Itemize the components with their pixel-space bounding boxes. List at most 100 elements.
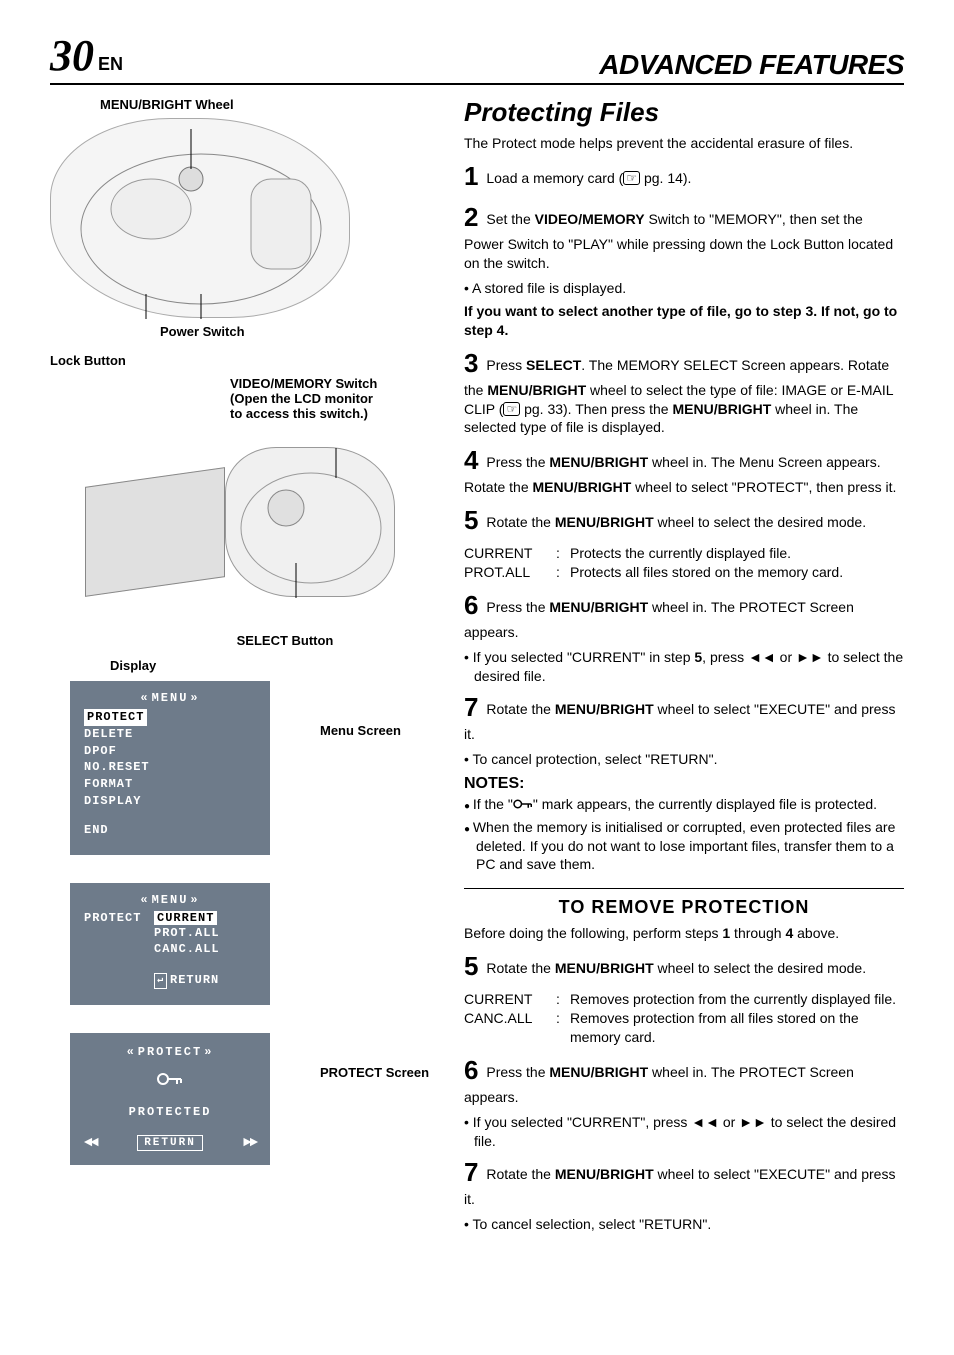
menu2-item-current: CURRENT <box>154 911 217 925</box>
menu-screen-2: MENU PROTECT CURRENT PROT.ALL CANC.ALL ↵… <box>70 883 270 1005</box>
s4b: MENU/BRIGHT <box>549 454 648 470</box>
step2-a: Set the <box>486 211 534 227</box>
s3ref: pg. 33). Then press the <box>520 401 672 417</box>
page-number: 30 <box>50 31 94 80</box>
r-def-cancall: CANC.ALL:Removes protection from all fil… <box>464 1009 904 1047</box>
step-7: 7 Rotate the MENU/BRIGHT wheel to select… <box>464 690 904 744</box>
rewind-icon: ◄◄ <box>84 1135 97 1151</box>
label-power-switch: Power Switch <box>160 324 440 339</box>
rie: above. <box>793 925 839 941</box>
menu2-return-row: ↵ RETURN <box>84 972 219 989</box>
step-4: 4 Press the MENU/BRIGHT wheel in. The Me… <box>464 443 904 497</box>
forward-icon: ►► <box>243 1135 256 1151</box>
rs7b: MENU/BRIGHT <box>555 1166 654 1182</box>
protect-status: PROTECTED <box>84 1105 256 1119</box>
camera-illustration-bottom <box>85 427 405 627</box>
menu1-item-dpof: DPOF <box>84 743 256 760</box>
step-6: 6 Press the MENU/BRIGHT wheel in. The PR… <box>464 588 904 642</box>
rs5c: wheel to select the desired mode. <box>654 960 866 976</box>
label-select-button: SELECT Button <box>130 633 440 648</box>
menu1-item-protect: PROTECT <box>84 709 147 726</box>
note-1: If the " " mark appears, the currently di… <box>464 795 904 814</box>
step-num-2: 2 <box>464 202 478 232</box>
step-num-3: 3 <box>464 348 478 378</box>
def1-term: CURRENT <box>464 544 556 563</box>
rdef2-text: Removes protection from all files stored… <box>570 1009 904 1047</box>
rib: 1 <box>722 925 730 941</box>
r-step-7: 7 Rotate the MENU/BRIGHT wheel to select… <box>464 1155 904 1209</box>
cond-bold: If you want to select another type of fi… <box>464 303 897 338</box>
r-step-5: 5 Rotate the MENU/BRIGHT wheel to select… <box>464 949 904 984</box>
def2-term: PROT.ALL <box>464 563 556 582</box>
page-header: 30EN ADVANCED FEATURES <box>50 30 904 85</box>
s5b: MENU/BRIGHT <box>555 514 654 530</box>
def-current: CURRENT:Protects the currently displayed… <box>464 544 904 563</box>
def2-text: Protects all files stored on the memory … <box>570 563 843 582</box>
menu1-item-display: DISPLAY <box>84 793 256 810</box>
menu1-item-delete: DELETE <box>84 726 256 743</box>
page-lang: EN <box>98 54 123 74</box>
label-video-memory-1: VIDEO/MEMORY Switch <box>230 376 440 391</box>
r-step-num-6: 6 <box>464 1055 478 1085</box>
label-video-memory-2: (Open the LCD monitor <box>230 391 440 406</box>
rs6a: Press the <box>486 1064 549 1080</box>
key-icon <box>84 1071 256 1093</box>
notes-heading: NOTES: <box>464 775 904 793</box>
camera-svg-top <box>51 119 351 319</box>
r-step-num-7: 7 <box>464 1157 478 1187</box>
menu1-item-noreset: NO.RESET <box>84 759 256 776</box>
heading-protecting-files: Protecting Files <box>464 97 904 128</box>
rdef1-term: CURRENT <box>464 990 556 1009</box>
rdef1-text: Removes protection from the currently di… <box>570 990 896 1009</box>
s6bb: 5 <box>694 649 702 665</box>
key-icon-inline <box>513 798 533 810</box>
s3a: Press <box>486 357 526 373</box>
r-step7-bullet: To cancel selection, select "RETURN". <box>464 1215 904 1234</box>
camera-illustration-top <box>50 118 350 318</box>
r-step-6: 6 Press the MENU/BRIGHT wheel in. The PR… <box>464 1053 904 1107</box>
step-1: 1 Load a memory card (☞ pg. 14). <box>464 159 904 194</box>
step-num-7: 7 <box>464 692 478 722</box>
label-display: Display <box>110 658 440 673</box>
protect-screen: PROTECT PROTECTED ◄◄ RETURN ►► <box>70 1033 270 1165</box>
step-num-5: 5 <box>464 505 478 535</box>
menu2-title: MENU <box>84 893 256 907</box>
label-protect-screen: PROTECT Screen <box>320 1065 429 1080</box>
step1-ref: pg. 14). <box>640 170 691 186</box>
s5a: Rotate the <box>486 514 555 530</box>
n1b: " mark appears, the currently displayed … <box>533 796 877 812</box>
ric: through <box>730 925 785 941</box>
s3f: MENU/BRIGHT <box>672 401 771 417</box>
rs5a: Rotate the <box>486 960 555 976</box>
left-column: MENU/BRIGHT Wheel Power Switch Lock Butt… <box>50 97 440 1238</box>
s3b: SELECT <box>526 357 581 373</box>
step-num-1: 1 <box>464 161 478 191</box>
rs7a: Rotate the <box>486 1166 555 1182</box>
def-protall: PROT.ALL:Protects all files stored on th… <box>464 563 904 582</box>
n1a: If the " <box>473 796 513 812</box>
section-title: ADVANCED FEATURES <box>599 49 904 81</box>
camera-body <box>225 447 395 597</box>
step-num-4: 4 <box>464 445 478 475</box>
conditional-text: If you want to select another type of fi… <box>464 302 904 340</box>
r-step6-bullet: If you selected "CURRENT", press ◄◄ or ►… <box>464 1113 904 1151</box>
s4a: Press the <box>486 454 549 470</box>
note-2: When the memory is initialised or corrup… <box>464 818 904 875</box>
step6-bullet: If you selected "CURRENT" in step 5, pre… <box>464 648 904 686</box>
step-5: 5 Rotate the MENU/BRIGHT wheel to select… <box>464 503 904 538</box>
r-step-num-5: 5 <box>464 951 478 981</box>
menu1-title: MENU <box>84 691 256 705</box>
menu2-label: PROTECT <box>84 911 154 925</box>
rs6b: MENU/BRIGHT <box>549 1064 648 1080</box>
s5c: wheel to select the desired mode. <box>654 514 866 530</box>
s3d: MENU/BRIGHT <box>487 382 586 398</box>
right-column: Protecting Files The Protect mode helps … <box>464 97 904 1238</box>
step7-bullet: To cancel protection, select "RETURN". <box>464 750 904 769</box>
ref-icon: ☞ <box>623 171 640 185</box>
step-2: 2 Set the VIDEO/MEMORY Switch to "MEMORY… <box>464 200 904 273</box>
s4d: MENU/BRIGHT <box>533 479 632 495</box>
intro-text: The Protect mode helps prevent the accid… <box>464 134 904 153</box>
lcd-panel <box>85 467 225 597</box>
ref-icon-2: ☞ <box>503 402 520 416</box>
step-num-6: 6 <box>464 590 478 620</box>
